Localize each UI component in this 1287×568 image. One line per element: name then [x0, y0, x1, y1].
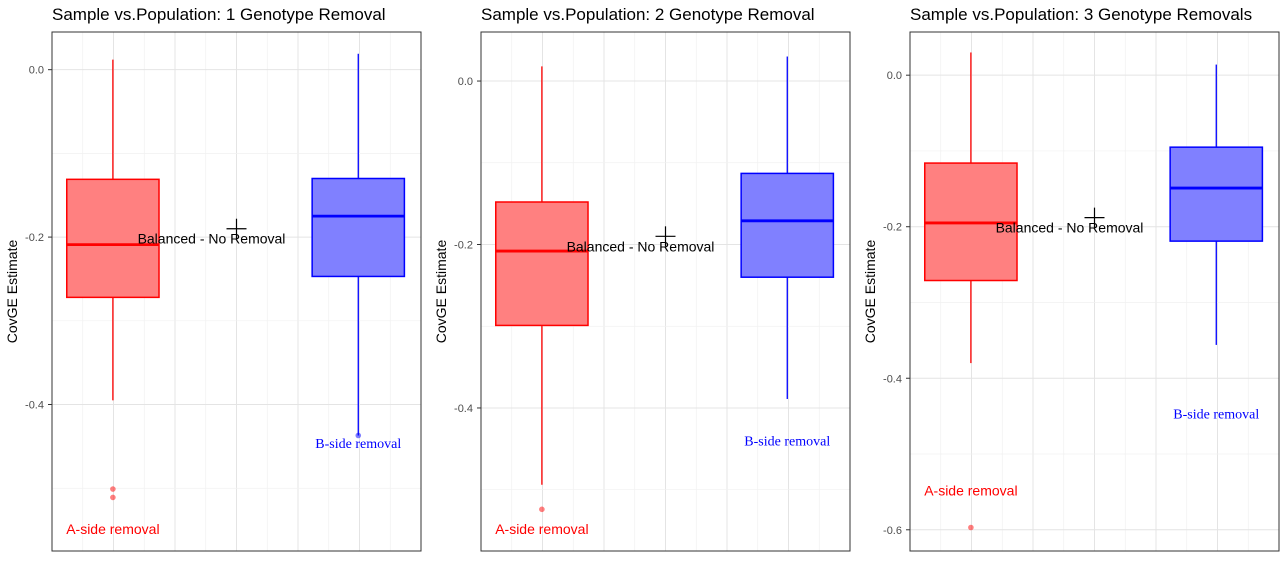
y-tick-label: -0.2	[883, 222, 902, 234]
iqr-box	[311, 177, 406, 278]
reference-label: Balanced - No Removal	[138, 231, 286, 247]
box-a-side	[924, 52, 1018, 531]
y-axis-label: CovGE Estimate	[433, 240, 449, 344]
chart-title: Sample vs.Population: 1 Genotype Removal	[52, 5, 386, 24]
y-tick-label: -0.4	[454, 403, 473, 415]
box-a-side	[66, 59, 160, 501]
outlier-point	[968, 524, 974, 531]
y-tick-label: 0.0	[29, 65, 44, 77]
outlier-point	[110, 494, 116, 501]
y-tick-label: -0.6	[883, 525, 902, 537]
y-axis-label: CovGE Estimate	[4, 240, 20, 344]
chart-panel-2: 0.0 -0.2 -0.4 Balanced - No Removal A-side r…	[433, 5, 851, 552]
plot-border	[51, 31, 422, 552]
chart-panel-3: 0.0 -0.2 -0.4 -0.6 Balanced - No Removal A-si…	[862, 5, 1280, 552]
reference-label: Balanced - No Removal	[996, 220, 1144, 236]
plot-border	[909, 31, 1280, 552]
outlier-point	[355, 432, 362, 439]
chart-panel-1: 0.0 -0.2 -0.4 Balanced - No Removal A-side r…	[4, 5, 422, 552]
box-b-side	[311, 53, 406, 439]
y-tick-label: -0.4	[883, 373, 902, 385]
y-tick-label: -0.2	[454, 240, 473, 252]
iqr-box	[740, 172, 835, 278]
chart-title: Sample vs.Population: 3 Genotype Removal…	[910, 5, 1252, 24]
y-axis-label: CovGE Estimate	[862, 240, 878, 344]
box-b-side	[1169, 64, 1264, 345]
y-tick-label: 0.0	[887, 70, 902, 82]
a-side-annotation: A-side removal	[495, 521, 588, 537]
y-tick-label: 0.0	[458, 76, 473, 88]
iqr-box	[66, 178, 160, 299]
box-b-side	[740, 56, 835, 399]
a-side-annotation: A-side removal	[66, 521, 159, 537]
b-side-annotation: B-side removal	[1173, 407, 1259, 422]
iqr-box	[495, 201, 589, 327]
y-tick-label: -0.2	[25, 232, 44, 244]
chart-title: Sample vs.Population: 2 Genotype Removal	[481, 5, 815, 24]
plot-border	[480, 31, 851, 552]
iqr-box	[1169, 146, 1264, 242]
b-side-annotation: B-side removal	[744, 435, 830, 450]
y-tick-label: -0.4	[25, 400, 44, 412]
a-side-annotation: A-side removal	[924, 483, 1017, 499]
outlier-point	[110, 486, 116, 492]
b-side-annotation: B-side removal	[315, 437, 401, 452]
box-a-side	[495, 66, 589, 513]
outlier-point	[539, 506, 545, 513]
reference-label: Balanced - No Removal	[567, 238, 715, 254]
